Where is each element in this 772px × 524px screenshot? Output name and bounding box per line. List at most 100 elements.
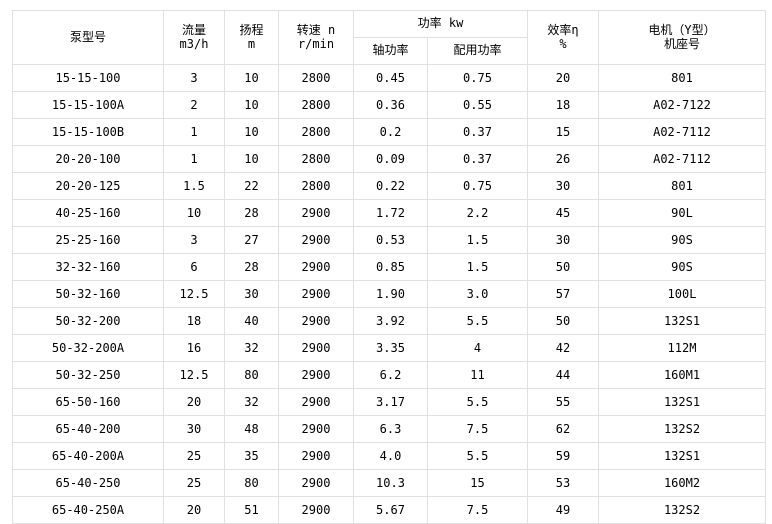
speed-cell: 2900 [278,442,354,470]
efficiency-cell: 62 [527,415,599,443]
efficiency-cell: 42 [527,334,599,362]
rated-power-cell: 7.5 [427,496,528,524]
speed-cell: 2800 [278,145,354,173]
motor-frame-cell: 100L [598,280,766,308]
rated-power-cell: 7.5 [427,415,528,443]
speed-label: 转速 n [296,22,336,37]
speed-cell: 2900 [278,253,354,281]
efficiency-cell: 20 [527,64,599,92]
speed-cell: 2900 [278,280,354,308]
head-cell: 22 [224,172,279,200]
shaft-power-cell: 0.22 [353,172,428,200]
head-cell: 27 [224,226,279,254]
flow-label: 流量 [181,22,206,37]
efficiency-cell: 30 [527,226,599,254]
flow-cell: 2 [163,91,225,119]
efficiency-cell: 30 [527,172,599,200]
speed-cell: 2900 [278,307,354,335]
pump-model-cell: 15-15-100B [12,118,164,146]
flow-cell: 3 [163,226,225,254]
table-row: 65-40-200A 25 35 2900 4.0 5.5 59 132S1 [12,442,766,470]
head-unit-label: m [247,36,256,51]
head-cell: 51 [224,496,279,524]
shaft-power-cell: 0.2 [353,118,428,146]
pump-model-cell: 40-25-160 [12,199,164,227]
shaft-power-cell: 0.45 [353,64,428,92]
table-row: 20-20-100 1 10 2800 0.09 0.37 26 A02-7112 [12,145,766,173]
speed-cell: 2800 [278,64,354,92]
motor-frame-cell: A02-7122 [598,91,766,119]
flow-cell: 20 [163,496,225,524]
table-row: 65-50-160 20 32 2900 3.17 5.5 55 132S1 [12,388,766,416]
head-cell: 28 [224,253,279,281]
table-row: 25-25-160 3 27 2900 0.53 1.5 30 90S [12,226,766,254]
table-header: 泵型号 流量 m3/h 扬程 m 转速 n r/min 功率 kw [12,10,766,65]
speed-cell: 2900 [278,199,354,227]
shaft-power-cell: 3.17 [353,388,428,416]
flow-cell: 1 [163,118,225,146]
pump-model-cell: 15-15-100A [12,91,164,119]
motor-frame-cell: A02-7112 [598,145,766,173]
flow-cell: 18 [163,307,225,335]
col-header-head: 扬程 m [224,10,279,65]
head-cell: 28 [224,199,279,227]
pump-model-cell: 65-40-200A [12,442,164,470]
table-row: 15-15-100B 1 10 2800 0.2 0.37 15 A02-7112 [12,118,766,146]
header-row-1: 泵型号 流量 m3/h 扬程 m 转速 n r/min 功率 kw [12,10,766,65]
head-cell: 35 [224,442,279,470]
head-cell: 30 [224,280,279,308]
table-row: 50-32-160 12.5 30 2900 1.90 3.0 57 100L [12,280,766,308]
efficiency-cell: 15 [527,118,599,146]
motor-frame-cell: 112M [598,334,766,362]
shaft-power-cell: 4.0 [353,442,428,470]
col-header-flow: 流量 m3/h [163,10,225,65]
head-cell: 10 [224,118,279,146]
speed-cell: 2800 [278,91,354,119]
flow-cell: 16 [163,334,225,362]
motor-frame-cell: 132S1 [598,307,766,335]
head-cell: 32 [224,388,279,416]
rated-power-cell: 11 [427,361,528,389]
motor-frame-cell: 90L [598,199,766,227]
pump-model-cell: 32-32-160 [12,253,164,281]
head-cell: 10 [224,145,279,173]
pump-model-cell: 50-32-250 [12,361,164,389]
rated-power-cell: 5.5 [427,442,528,470]
flow-cell: 25 [163,442,225,470]
shaft-power-cell: 3.35 [353,334,428,362]
rated-power-cell: 1.5 [427,253,528,281]
rated-power-cell: 4 [427,334,528,362]
speed-cell: 2900 [278,226,354,254]
efficiency-cell: 55 [527,388,599,416]
flow-cell: 1 [163,145,225,173]
motor-frame-cell: 90S [598,253,766,281]
pump-model-cell: 65-40-200 [12,415,164,443]
rated-power-cell: 0.37 [427,118,528,146]
motor-frame-cell: 132S2 [598,496,766,524]
flow-cell: 25 [163,469,225,497]
table-row: 15-15-100A 2 10 2800 0.36 0.55 18 A02-7122 [12,91,766,119]
table-row: 50-32-250 12.5 80 2900 6.2 11 44 160M1 [12,361,766,389]
rated-power-cell: 1.5 [427,226,528,254]
shaft-power-cell: 1.72 [353,199,428,227]
table-row: 50-32-200A 16 32 2900 3.35 4 42 112M [12,334,766,362]
efficiency-cell: 59 [527,442,599,470]
speed-cell: 2900 [278,469,354,497]
speed-unit-label: r/min [297,36,335,51]
rated-power-cell: 5.5 [427,307,528,335]
table-body: 15-15-100 3 10 2800 0.45 0.75 20 801 15-15-100A 2… [12,64,766,524]
efficiency-cell: 44 [527,361,599,389]
rated-power-cell: 2.2 [427,199,528,227]
speed-cell: 2900 [278,496,354,524]
speed-cell: 2800 [278,118,354,146]
speed-cell: 2900 [278,361,354,389]
flow-cell: 30 [163,415,225,443]
head-cell: 80 [224,469,279,497]
shaft-power-cell: 1.90 [353,280,428,308]
head-cell: 48 [224,415,279,443]
header-row-2: 轴功率 配用功率 [13,37,766,65]
flow-cell: 12.5 [163,361,225,389]
efficiency-cell: 50 [527,307,599,335]
pump-model-cell: 15-15-100 [12,64,164,92]
col-header-pump-model: 泵型号 [12,10,164,65]
